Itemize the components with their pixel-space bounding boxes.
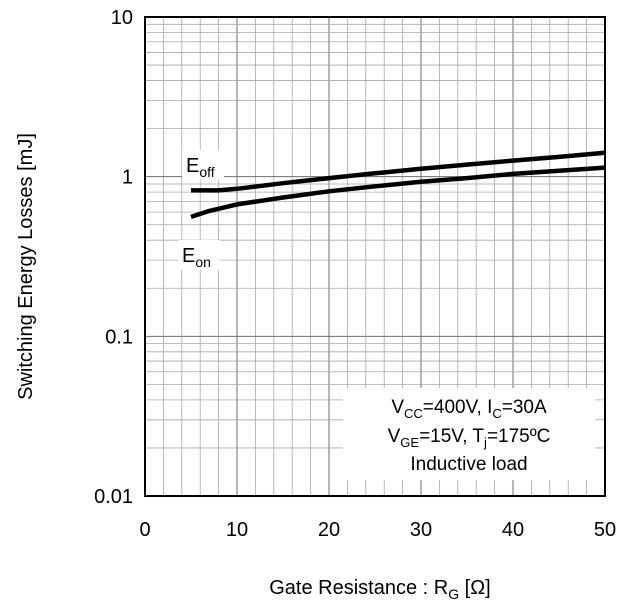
x-tick-label: 20 [318,519,340,541]
ic-sub: C [492,406,501,421]
e-on-curve [190,165,606,220]
e-on-label-background [178,240,220,270]
e-off-series-label: Eoff [186,155,215,180]
vcc-value: =400V, I [423,397,493,418]
y-tick-label: 0.1 [105,326,133,348]
ic-value: =30A [502,397,547,418]
x-axis-title: Gate Resistance : RG [Ω] [269,577,490,602]
x-tick-label: 30 [410,519,432,541]
plot-frame [144,16,606,497]
e-off-label-sub: off [199,164,214,180]
x-tick-label: 10 [226,519,248,541]
vcc-symbol: V [391,397,404,418]
series-group [190,150,606,220]
vge-value: =15V, T [419,426,484,447]
y-tick-label: 0.01 [94,486,133,508]
tick-labels: 0 10 20 30 40 50 0.01 0.1 1 10 [94,7,616,541]
conditions-line-3: Inductive load [410,454,527,475]
y-axis-title: Switching Energy Losses [mJ] [15,133,37,400]
e-off-label-main: E [186,155,199,177]
e-on-label-main: E [182,245,195,267]
x-axis-title-sub: G [448,586,459,602]
y-tick-label: 1 [122,167,133,189]
x-axis-title-main: Gate Resistance : R [269,577,448,599]
e-on-label-sub: on [195,254,211,270]
vcc-sub: CC [404,406,423,421]
e-on-series-label: Eon [182,245,211,270]
vge-symbol: V [388,426,401,447]
e-off-curve [191,150,606,193]
conditions-line-2: VGE=15V, Tj=175ºC [388,426,551,450]
e-off-label-background [182,150,224,180]
x-tick-label: 0 [139,519,150,541]
x-tick-label: 50 [594,519,616,541]
vge-sub: GE [400,435,419,450]
conditions-box [343,388,595,480]
x-tick-label: 40 [502,519,524,541]
y-tick-label: 10 [111,7,133,29]
x-axis-title-unit: [Ω] [459,577,491,599]
tj-value: =175ºC [487,426,550,447]
conditions-line-1: VCC=400V, IC=30A [391,397,547,421]
tj-sub: j [483,435,487,450]
